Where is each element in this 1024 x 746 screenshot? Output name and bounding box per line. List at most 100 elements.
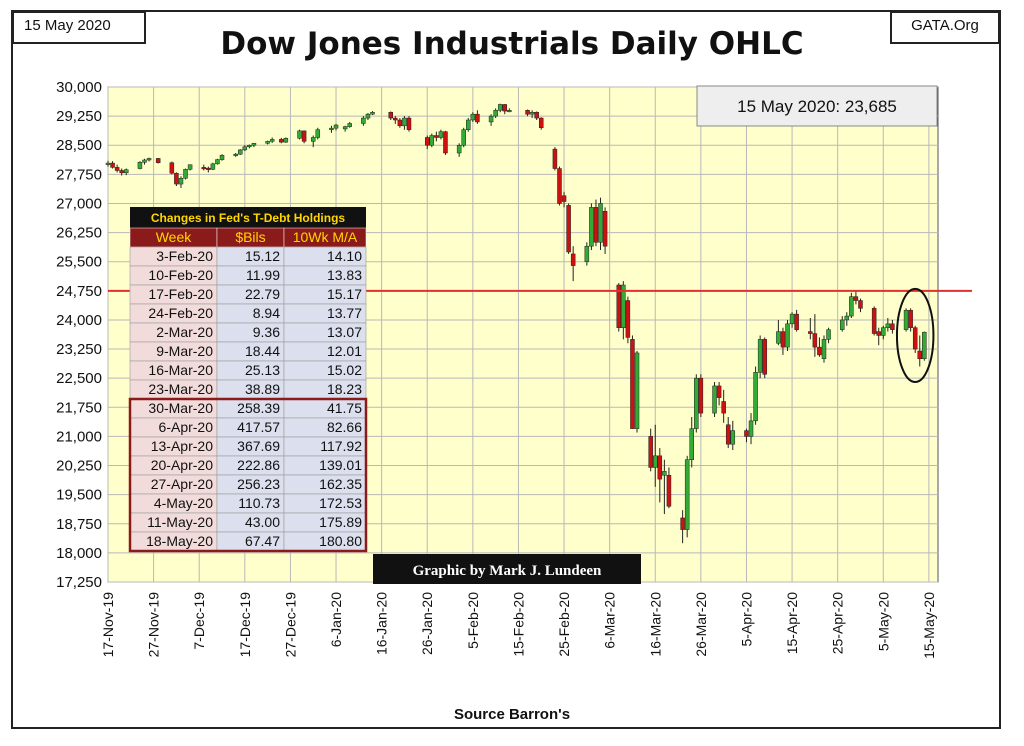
candle-body	[744, 430, 749, 437]
candle-body	[470, 113, 476, 121]
x-tick-label: 17-Dec-19	[237, 592, 253, 658]
candle-body	[849, 296, 854, 317]
candlestick-series	[105, 103, 927, 544]
candle-body	[689, 428, 694, 460]
candle-body	[206, 167, 211, 170]
y-tick-label: 24,750	[56, 283, 102, 300]
y-tick-label: 18,750	[56, 516, 102, 533]
x-tick-label: 5-Feb-20	[465, 592, 481, 649]
candle-body	[753, 372, 758, 422]
table-cell: 139.01	[319, 457, 362, 473]
candle-body	[279, 139, 284, 143]
candle-body	[507, 110, 512, 113]
table-cell: 27-Apr-20	[151, 476, 213, 492]
candle-body	[215, 159, 220, 165]
site-label: GATA.Org	[890, 11, 1000, 44]
table-cell: 10-Feb-20	[148, 267, 213, 283]
chart-title: Dow Jones Industrials Daily OHLC	[220, 26, 804, 62]
candle-body	[557, 168, 562, 204]
table-cell: 18-May-20	[146, 533, 213, 549]
fed-holdings-table: Changes in Fed's T-Debt Holdings Week $Bil…	[128, 207, 368, 553]
candle-body	[871, 308, 877, 334]
table-cell: 12.01	[327, 343, 362, 359]
table-cell: 18.44	[245, 343, 280, 359]
candle-body	[858, 300, 863, 309]
x-tick-label: 27-Dec-19	[282, 592, 298, 658]
candle-body	[653, 455, 658, 468]
candle-body	[219, 155, 225, 160]
candle-body	[839, 319, 845, 330]
y-axis-ticks: 17,250 18,000 18,750 19,500 20,250 21,000 21,7…	[56, 79, 102, 591]
candle-body	[908, 309, 913, 328]
credit-text: Graphic by Mark J. Lundeen	[413, 563, 602, 579]
candle-body	[233, 153, 238, 156]
candle-body	[876, 331, 881, 336]
x-tick-label: 25-Feb-20	[556, 592, 572, 657]
candle-body	[712, 385, 717, 414]
candle-body	[137, 162, 143, 169]
candle-body	[616, 284, 622, 328]
candle-body	[684, 459, 690, 530]
table-cell: 3-Feb-20	[156, 248, 213, 264]
candle-body	[789, 313, 795, 325]
table-cell: 162.35	[319, 476, 362, 492]
candle-body	[570, 253, 576, 266]
candle-body	[648, 436, 653, 468]
candle-body	[466, 119, 471, 130]
candle-body	[443, 131, 448, 154]
candle-body	[748, 420, 754, 437]
candle-body	[370, 111, 375, 115]
y-tick-label: 22,500	[56, 370, 102, 387]
candle-body	[388, 111, 393, 119]
y-tick-label: 24,000	[56, 312, 102, 329]
candle-body	[552, 148, 558, 169]
table-cell: 9.36	[253, 324, 280, 340]
candle-body	[630, 339, 635, 429]
candle-body	[853, 296, 859, 301]
table-cell: 17-Feb-20	[148, 286, 213, 302]
candle-body	[429, 135, 435, 146]
candle-body	[657, 455, 663, 480]
x-tick-label: 5-May-20	[875, 592, 891, 651]
candle-body	[721, 401, 726, 414]
y-tick-label: 28,500	[56, 137, 102, 154]
table-col-header: 10Wk M/A	[293, 229, 358, 245]
candle-body	[365, 113, 371, 119]
credit-box	[373, 554, 641, 584]
table-cell: 4-May-20	[154, 495, 213, 511]
candle-body	[329, 127, 334, 130]
candle-body	[621, 284, 626, 328]
candle-body	[922, 331, 927, 360]
candle-body	[301, 130, 307, 142]
candle-body	[762, 339, 767, 375]
candle-body	[169, 162, 175, 174]
candle-body	[725, 424, 731, 445]
table-title-bg	[130, 207, 366, 228]
table-cell: 2-Mar-20	[156, 324, 213, 340]
candle-body	[493, 110, 498, 117]
x-tick-label: 16-Jan-20	[374, 592, 390, 655]
table-cell: 13.83	[327, 267, 362, 283]
y-tick-label: 20,250	[56, 458, 102, 475]
y-tick-label: 21,000	[56, 428, 102, 445]
table-cell: 38.89	[245, 381, 280, 397]
candle-body	[785, 323, 790, 348]
table-cell: 14.10	[327, 248, 362, 264]
candle-body	[525, 110, 530, 115]
table-cell: 16-Mar-20	[148, 362, 213, 378]
source-label: Source Barron's	[453, 706, 571, 723]
candle-body	[502, 104, 508, 112]
candle-body	[529, 111, 535, 115]
x-axis-ticks: 17-Nov-19 27-Nov-19 7-Dec-19 17-Dec-19 27-De…	[100, 592, 937, 659]
candle-body	[538, 117, 544, 129]
table-cell: 258.39	[237, 400, 280, 416]
x-tick-label: 17-Nov-19	[100, 592, 116, 658]
candle-body	[114, 167, 120, 171]
y-tick-label: 23,250	[56, 341, 102, 358]
candle-body	[283, 137, 289, 143]
candle-body	[812, 333, 818, 348]
candle-body	[593, 207, 599, 243]
x-tick-label: 6-Jan-20	[328, 592, 344, 647]
table-col-header: $Bils	[235, 229, 265, 245]
candle-body	[310, 137, 316, 142]
